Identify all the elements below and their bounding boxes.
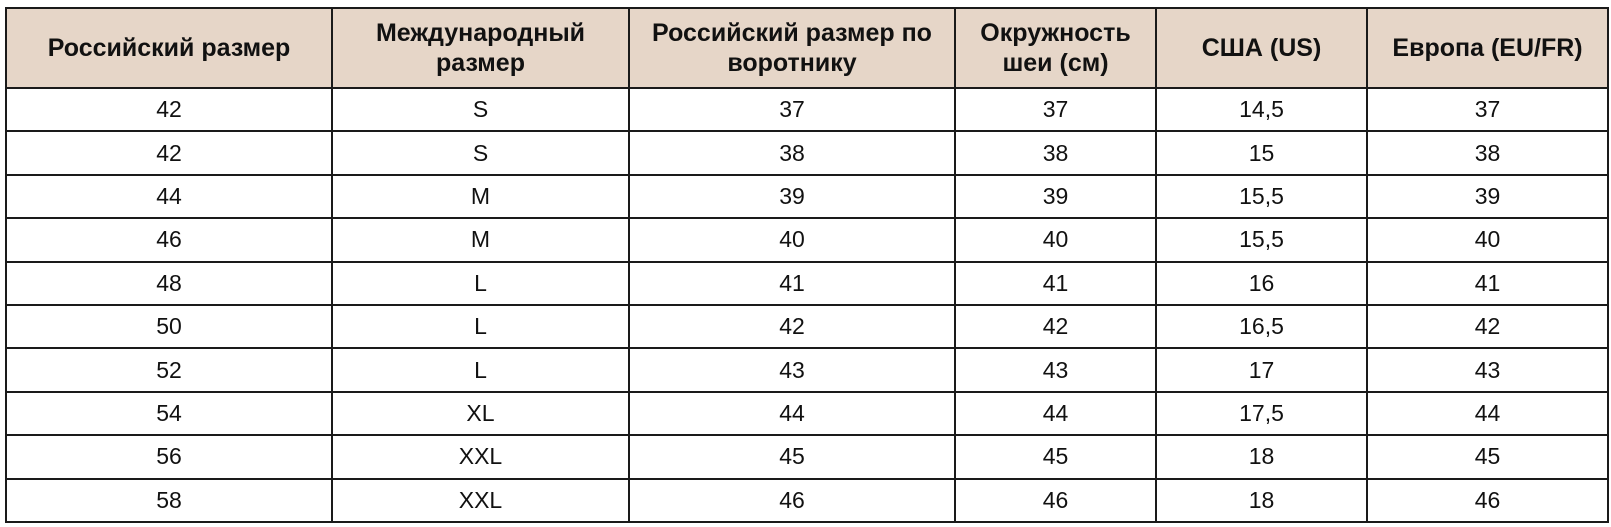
cell-eu-size: 39 [1366,173,1609,220]
column-header-russian-size: Российский размер [5,7,333,89]
cell-neck-circumference: 43 [954,347,1157,393]
cell-collar-size: 37 [628,86,956,133]
cell-collar-size: 44 [628,390,956,437]
cell-international-size: M [331,217,630,263]
column-header-international-size: Международный размер [331,7,630,89]
cell-collar-size: 40 [628,217,956,263]
table-row: 58 XXL 46 46 18 46 [5,477,1609,523]
cell-russian-size: 48 [5,260,333,306]
cell-us-size: 17 [1155,347,1368,393]
table-body: 42 S 37 37 14,5 37 42 S 38 38 15 38 44 M 39 39 15,5 39 46 M… [5,86,1609,523]
cell-collar-size: 38 [628,130,956,176]
cell-international-size: S [331,130,630,176]
cell-russian-size: 44 [5,173,333,220]
table-row: 52 L 43 43 17 43 [5,347,1609,393]
cell-eu-size: 38 [1366,130,1609,176]
cell-russian-size: 46 [5,217,333,263]
cell-russian-size: 42 [5,86,333,133]
cell-russian-size: 58 [5,477,333,523]
cell-neck-circumference: 46 [954,477,1157,523]
cell-international-size: XXL [331,434,630,480]
cell-russian-size: 56 [5,434,333,480]
cell-eu-size: 37 [1366,86,1609,133]
table-row: 44 M 39 39 15,5 39 [5,173,1609,220]
cell-neck-circumference: 42 [954,303,1157,350]
column-header-eu-size: Европа (EU/FR) [1366,7,1609,89]
cell-eu-size: 45 [1366,434,1609,480]
cell-russian-size: 50 [5,303,333,350]
cell-collar-size: 45 [628,434,956,480]
table-row: 42 S 37 37 14,5 37 [5,86,1609,133]
table-row: 56 XXL 45 45 18 45 [5,434,1609,480]
table-row: 54 XL 44 44 17,5 44 [5,390,1609,437]
cell-eu-size: 44 [1366,390,1609,437]
column-header-us-size: США (US) [1155,7,1368,89]
header-row: Российский размер Международный размер Рос… [5,7,1609,89]
cell-neck-circumference: 41 [954,260,1157,306]
cell-russian-size: 54 [5,390,333,437]
cell-us-size: 16,5 [1155,303,1368,350]
cell-neck-circumference: 39 [954,173,1157,220]
cell-eu-size: 43 [1366,347,1609,393]
cell-eu-size: 46 [1366,477,1609,523]
cell-neck-circumference: 44 [954,390,1157,437]
cell-neck-circumference: 38 [954,130,1157,176]
cell-collar-size: 41 [628,260,956,306]
cell-eu-size: 42 [1366,303,1609,350]
column-header-neck-circumference: Окружность шеи (см) [954,7,1157,89]
cell-neck-circumference: 40 [954,217,1157,263]
cell-us-size: 15,5 [1155,217,1368,263]
cell-collar-size: 42 [628,303,956,350]
cell-international-size: S [331,86,630,133]
cell-russian-size: 42 [5,130,333,176]
cell-neck-circumference: 45 [954,434,1157,480]
cell-us-size: 16 [1155,260,1368,306]
cell-us-size: 15,5 [1155,173,1368,220]
cell-collar-size: 46 [628,477,956,523]
cell-collar-size: 39 [628,173,956,220]
cell-russian-size: 52 [5,347,333,393]
cell-international-size: XL [331,390,630,437]
cell-eu-size: 41 [1366,260,1609,306]
cell-international-size: M [331,173,630,220]
size-chart-table: Российский размер Международный размер Рос… [5,7,1609,523]
table-row: 42 S 38 38 15 38 [5,130,1609,176]
cell-us-size: 15 [1155,130,1368,176]
table-row: 50 L 42 42 16,5 42 [5,303,1609,350]
table-row: 46 M 40 40 15,5 40 [5,217,1609,263]
cell-collar-size: 43 [628,347,956,393]
cell-us-size: 17,5 [1155,390,1368,437]
cell-international-size: L [331,260,630,306]
cell-international-size: L [331,347,630,393]
cell-us-size: 18 [1155,477,1368,523]
cell-international-size: L [331,303,630,350]
cell-us-size: 14,5 [1155,86,1368,133]
cell-us-size: 18 [1155,434,1368,480]
column-header-collar-size: Российский размер по воротнику [628,7,956,89]
cell-eu-size: 40 [1366,217,1609,263]
cell-neck-circumference: 37 [954,86,1157,133]
table-row: 48 L 41 41 16 41 [5,260,1609,306]
cell-international-size: XXL [331,477,630,523]
